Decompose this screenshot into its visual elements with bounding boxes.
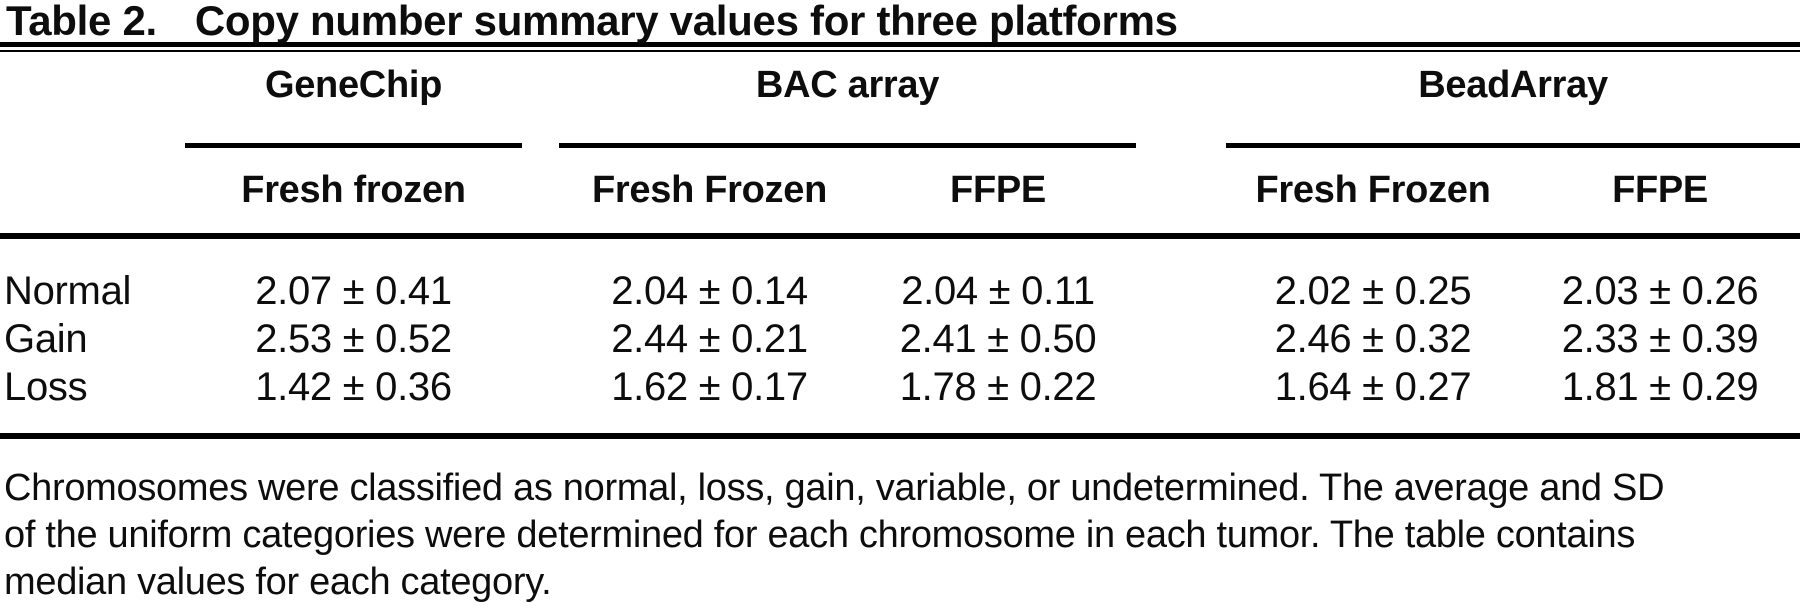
row-label-normal: Normal [4, 268, 132, 313]
value-cell: 2.02 ± 0.25 [1274, 268, 1472, 313]
row-label-gain: Gain [4, 316, 88, 361]
title-rule [0, 42, 1800, 52]
group-genechip: GeneChip [185, 52, 522, 148]
value-cell: 1.64 ± 0.27 [1274, 364, 1472, 409]
col-genechip-fresh-frozen: Fresh frozen [241, 169, 466, 211]
value-cell: 2.44 ± 0.21 [611, 316, 808, 361]
value-cell: 2.03 ± 0.26 [1561, 268, 1759, 313]
group-beadarray: BeadArray [1226, 52, 1800, 148]
value-cell: 2.53 ± 0.52 [255, 316, 452, 361]
value-cell: 2.46 ± 0.32 [1274, 316, 1472, 361]
column-gap [522, 146, 559, 234]
value-cell: 2.07 ± 0.41 [255, 268, 452, 313]
value-cell: 2.41 ± 0.50 [899, 316, 1097, 361]
column-header-row: Fresh frozen Fresh Frozen FFPE Fresh Fro… [0, 146, 1800, 234]
value-cell: 1.78 ± 0.22 [899, 364, 1097, 409]
value-cell: 2.04 ± 0.14 [611, 268, 808, 313]
table-title: Table 2. Copy number summary values for … [0, 0, 1800, 42]
gap-cell [1136, 315, 1226, 363]
table-header: GeneChip BAC array BeadArray Fresh froze… [0, 52, 1800, 233]
table-row-loss: Loss 1.42 ± 0.36 1.62 ± 0.17 1.78 ± 0.22… [0, 363, 1800, 411]
body-footnote-rule [0, 433, 1800, 439]
stub-cell [0, 52, 185, 146]
gap-cell [1136, 267, 1226, 315]
group-gap [522, 52, 559, 146]
gap-cell [522, 315, 559, 363]
footnote-line: Chromosomes were classified as normal, l… [4, 467, 1665, 509]
gap-cell [522, 363, 559, 411]
col-bead-fresh-frozen: Fresh Frozen [1255, 169, 1491, 211]
column-gap [1136, 146, 1226, 234]
col-bac-ffpe: FFPE [950, 169, 1046, 211]
value-cell: 1.62 ± 0.17 [611, 364, 808, 409]
group-gap [1136, 52, 1226, 146]
value-cell: 1.42 ± 0.36 [255, 364, 452, 409]
table-number: Table 2. [6, 0, 157, 44]
value-cell: 1.81 ± 0.29 [1561, 364, 1759, 409]
table-row-gain: Gain 2.53 ± 0.52 2.44 ± 0.21 2.41 ± 0.50… [0, 315, 1800, 363]
table-footnote: Chromosomes were classified as normal, l… [0, 465, 1800, 606]
header-body-rule [0, 233, 1800, 239]
value-cell: 2.33 ± 0.39 [1561, 316, 1759, 361]
table-row-normal: Normal 2.07 ± 0.41 2.04 ± 0.14 2.04 ± 0.… [0, 267, 1800, 315]
row-label-loss: Loss [4, 364, 88, 409]
footnote-line: of the uniform categories were determine… [4, 514, 1636, 556]
col-bead-ffpe: FFPE [1612, 169, 1708, 211]
value-cell: 2.04 ± 0.11 [901, 268, 1095, 313]
footnote-line: median values for each category. [4, 561, 552, 603]
gap-cell [1136, 363, 1226, 411]
stub-cell [0, 146, 185, 234]
table-body: Normal 2.07 ± 0.41 2.04 ± 0.14 2.04 ± 0.… [0, 267, 1800, 411]
group-header-row: GeneChip BAC array BeadArray [0, 52, 1800, 148]
gap-cell [522, 267, 559, 315]
table-caption: Copy number summary values for three pla… [194, 0, 1178, 44]
col-bac-fresh-frozen: Fresh Frozen [592, 169, 827, 211]
group-bac-array: BAC array [559, 52, 1137, 148]
